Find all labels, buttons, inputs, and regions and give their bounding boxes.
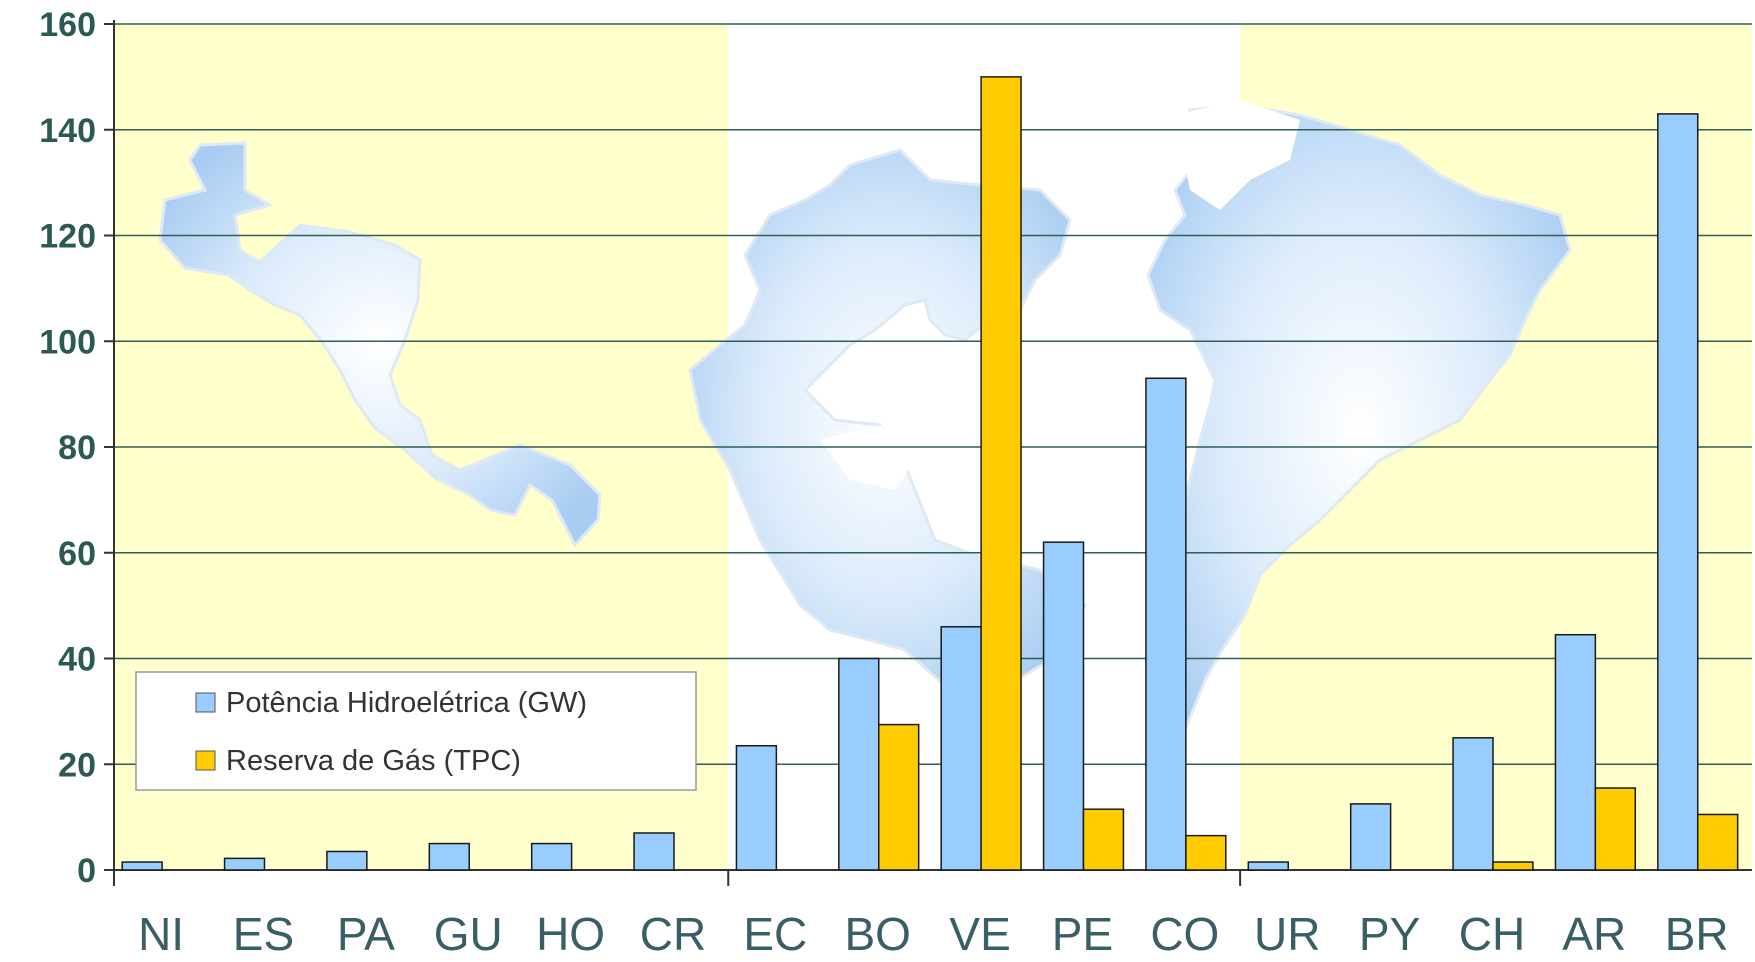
x-tick-label: PY — [1359, 908, 1420, 960]
x-tick-label: CR — [640, 908, 706, 960]
x-tick-label: HO — [536, 908, 605, 960]
bar-hydro — [121, 861, 163, 871]
bar-hydro — [1247, 861, 1289, 871]
southern-cone-map — [1146, 103, 1572, 759]
bar-hydro — [735, 744, 778, 871]
bar-hydro — [530, 842, 573, 871]
bar-gas — [1082, 808, 1125, 871]
y-tick-label: 160 — [39, 6, 96, 44]
x-tick-label: CH — [1459, 908, 1525, 960]
y-tick-label: 20 — [58, 746, 96, 784]
legend-label-gas: Reserva de Gás (TPC) — [226, 745, 521, 777]
bar-gas — [1696, 813, 1739, 871]
map-detail — [820, 100, 1300, 490]
y-tick-label: 100 — [39, 323, 96, 361]
bar-hydro — [1657, 113, 1699, 871]
bar-gas — [1185, 834, 1227, 871]
x-tick-label: CO — [1150, 908, 1219, 960]
x-tick-label: VE — [949, 908, 1010, 960]
legend-label-hydro: Potência Hidroelétrica (GW) — [226, 687, 587, 719]
bar-gas — [1594, 787, 1637, 871]
y-axis-ticks: 0 20 40 60 80 100 120 140 160 — [39, 6, 114, 890]
bar-hydro — [1452, 737, 1494, 871]
bar-hydro — [1554, 633, 1597, 871]
bar-hydro — [633, 832, 675, 871]
x-tick-label: AR — [1562, 908, 1626, 960]
bar-hydro — [1042, 541, 1085, 871]
x-tick-label: PA — [337, 908, 395, 960]
x-tick-label: ES — [233, 908, 294, 960]
x-tick-label: UR — [1254, 908, 1320, 960]
bar-hydro — [838, 657, 880, 871]
x-tick-label: BR — [1665, 908, 1729, 960]
y-tick-label: 0 — [77, 852, 96, 890]
x-tick-label: NI — [138, 908, 184, 960]
legend-box — [135, 671, 697, 791]
legend-swatch-hydro — [195, 692, 216, 713]
y-tick-label: 60 — [58, 535, 96, 573]
x-tick-label: GU — [434, 908, 503, 960]
bar-hydro — [1145, 377, 1187, 871]
x-tick-label: BO — [844, 908, 910, 960]
bars — [121, 76, 1739, 871]
bar-hydro — [326, 850, 368, 871]
x-tick-label: EC — [743, 908, 807, 960]
bar-gas — [877, 723, 920, 871]
legend: Potência Hidroelétrica (GW) Reserva de G… — [135, 671, 697, 791]
y-tick-label: 140 — [39, 112, 96, 150]
central-america-map — [158, 141, 602, 548]
bar-hydro — [223, 857, 266, 871]
y-tick-label: 120 — [39, 218, 96, 256]
andean-countries-map — [688, 148, 1087, 692]
x-axis-ticks: NI ES PA GU HO CR EC BO VE PE CO UR PY CH AR BR — [138, 908, 1729, 960]
bar-gas — [980, 76, 1022, 871]
legend-swatch-gas — [195, 750, 216, 771]
bar-hydro — [1349, 803, 1392, 871]
y-tick-label: 80 — [58, 429, 96, 467]
x-tick-label: PE — [1052, 908, 1113, 960]
bar-hydro — [428, 842, 470, 871]
bar-hydro — [940, 626, 982, 871]
bar-gas — [1492, 861, 1534, 871]
ocean-patch — [1175, 100, 1300, 210]
ocean-patch — [820, 425, 915, 490]
y-tick-label: 40 — [58, 641, 96, 679]
